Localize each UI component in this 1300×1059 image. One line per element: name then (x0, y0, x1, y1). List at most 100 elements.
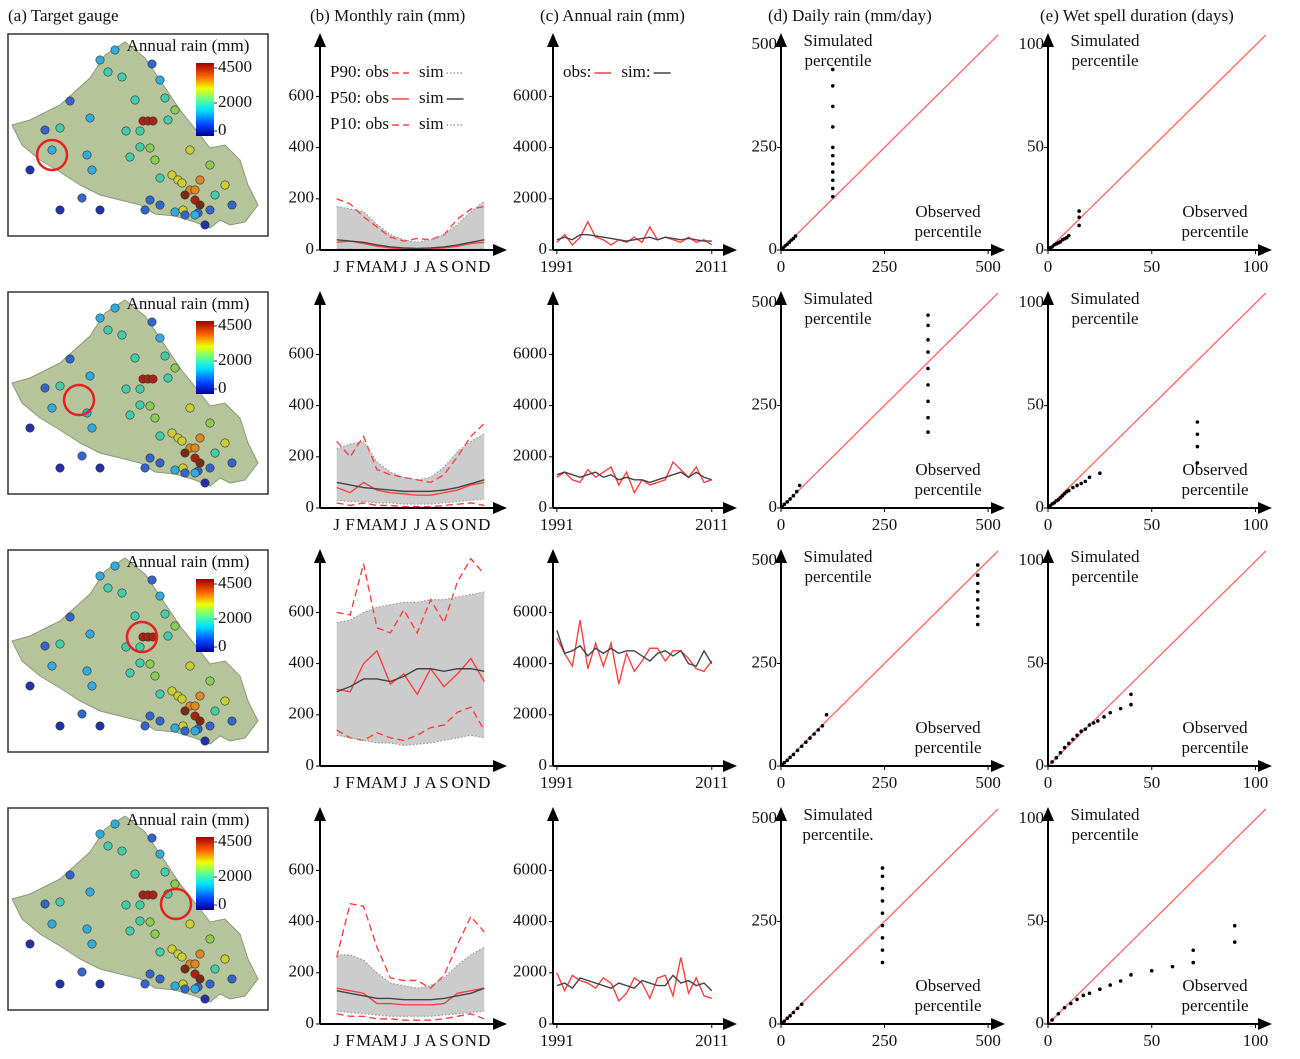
x-tick-label: N (465, 515, 477, 534)
gauge-dot (181, 469, 189, 477)
gauge-dot (181, 727, 189, 735)
gauge-dot (86, 630, 94, 638)
y-tick-label: 250 (752, 652, 778, 671)
x-tick-label: J (414, 773, 421, 792)
gauge-dot (201, 221, 209, 229)
gauge-dot (151, 672, 159, 680)
x-tick-label: A (424, 773, 437, 792)
series-line (557, 620, 712, 684)
gauge-dot (78, 710, 86, 718)
point (831, 84, 835, 88)
gauge-dot (118, 73, 126, 81)
y-axis-label-box: Simulated percentile (783, 289, 893, 339)
colorbar-tick-label: 2000 (218, 350, 252, 369)
point (1063, 746, 1067, 750)
gauge-dot (206, 935, 214, 943)
y-tick-label: 0 (769, 1013, 778, 1032)
y-axis-label: Simulated percentile (783, 289, 893, 329)
gauge-dot (146, 454, 154, 462)
gauge-dot (122, 385, 130, 393)
gauge-dot (171, 106, 179, 114)
point (1119, 707, 1123, 711)
x-axis-arrow (723, 1018, 737, 1030)
x-tick-label: 50 (1143, 257, 1160, 276)
gauge-dot (86, 114, 94, 122)
x-tick-label: M (356, 1031, 371, 1050)
x-axis-label: Observed percentile (1160, 202, 1270, 242)
point (831, 178, 835, 182)
y-axis-arrow (547, 33, 559, 47)
gauge-dot (191, 211, 199, 219)
gauge-dot (78, 968, 86, 976)
colorbar (196, 837, 214, 910)
y-tick-label: 0 (539, 755, 548, 774)
x-tick-label: F (345, 515, 354, 534)
colorbar-tick-label: 2000 (218, 92, 252, 111)
point (1108, 711, 1112, 715)
point (881, 948, 885, 952)
point (800, 1003, 804, 1007)
series-line (557, 222, 712, 245)
x-tick-label: 500 (975, 515, 1001, 534)
y-tick-label: 4000 (513, 395, 547, 414)
x-tick-label: 100 (1243, 515, 1269, 534)
point (976, 606, 980, 610)
y-tick-label: 250 (752, 394, 778, 413)
y-tick-label: 2000 (513, 704, 547, 723)
x-tick-label: 0 (1044, 773, 1053, 792)
gauge-dot (136, 917, 144, 925)
gauge-dot (66, 97, 74, 105)
map-title: Annual rain (mm) (127, 810, 250, 829)
page: (a) Target gauge(b) Monthly rain (mm)(c)… (0, 0, 1300, 1059)
gauge-dot (86, 372, 94, 380)
gauge-dot (146, 712, 154, 720)
x-tick-label: J (333, 1031, 340, 1050)
y-axis-arrow (547, 807, 559, 821)
x-tick-label: 100 (1243, 1031, 1269, 1050)
gauge-dot (83, 925, 91, 933)
x-axis-label: Observed percentile (893, 718, 1003, 758)
point (881, 961, 885, 965)
gauge-dot (181, 707, 189, 715)
point (976, 614, 980, 618)
y-tick-label: 4000 (513, 137, 547, 156)
colorbar-tick-label: 4500 (218, 831, 252, 850)
gauge-dot (41, 126, 49, 134)
y-tick-label: 0 (769, 755, 778, 774)
x-tick-label: M (356, 773, 371, 792)
gauge-dot (111, 562, 119, 570)
gauge-dot (206, 419, 214, 427)
x-tick-label: D (478, 773, 490, 792)
y-tick-label: 500 (752, 550, 778, 569)
gauge-dot (136, 143, 144, 151)
gauge-dot (156, 850, 164, 858)
y-axis-arrow (547, 291, 559, 305)
x-axis-label-box: Observed percentile (893, 202, 1003, 252)
gauge-dot (196, 201, 204, 209)
panel-title: (e) Wet spell duration (days) (1040, 6, 1234, 25)
gauge-dot (136, 659, 144, 667)
point (1050, 760, 1054, 764)
gauge-dot (104, 842, 112, 850)
gauge-dot (156, 174, 164, 182)
point (926, 338, 930, 342)
point (831, 125, 835, 129)
x-tick-label: D (478, 1031, 490, 1050)
point (1069, 1002, 1073, 1006)
point (881, 874, 885, 878)
gauge-dot (86, 888, 94, 896)
gauge-dot (156, 334, 164, 342)
point (831, 146, 835, 150)
point (1067, 234, 1071, 238)
point (798, 484, 802, 488)
colorbar-tick-label: 0 (218, 894, 227, 913)
x-axis-label: Observed percentile (1160, 976, 1270, 1016)
y-tick-label: 500 (752, 34, 778, 53)
y-tick-label: 100 (1019, 550, 1045, 569)
y-axis-label-box: Simulated percentile (1050, 805, 1160, 855)
x-tick-label: 1991 (540, 257, 574, 276)
y-tick-label: 0 (306, 239, 315, 258)
gauge-dot (146, 196, 154, 204)
point (1084, 727, 1088, 731)
gauge-dot (186, 662, 194, 670)
